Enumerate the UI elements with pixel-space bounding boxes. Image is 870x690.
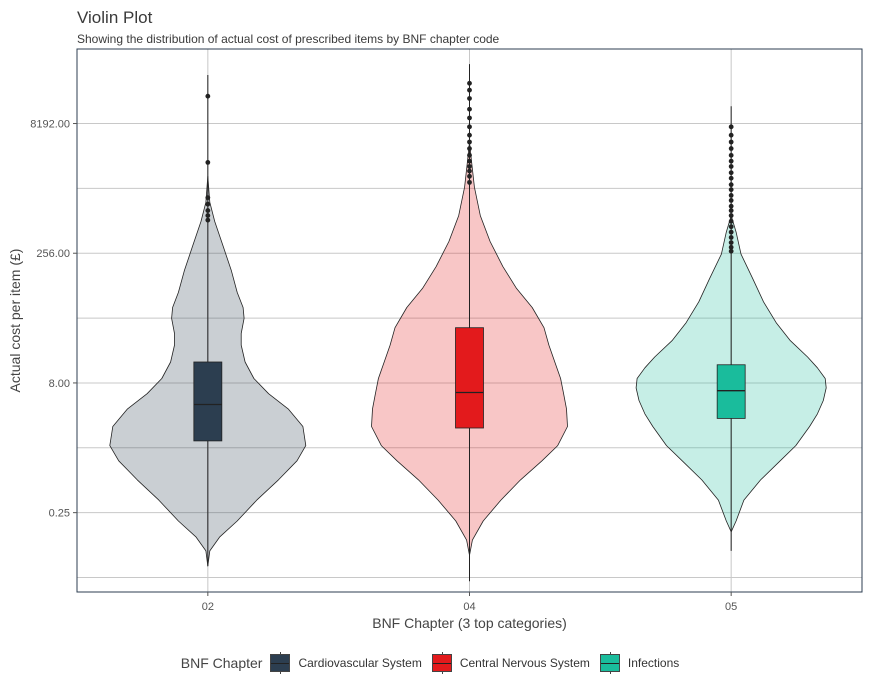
- legend-label-cardiovascular: Cardiovascular System: [298, 656, 422, 670]
- legend-label-infections: Infections: [627, 656, 680, 670]
- outlier-point-05: [728, 170, 734, 176]
- legend-item-central-nervous: Central Nervous System: [431, 652, 590, 674]
- y-tick-label: 256.00: [36, 248, 70, 260]
- outlier-point-04: [467, 106, 472, 112]
- outlier-point-02: [205, 201, 211, 207]
- outlier-point-04: [467, 158, 472, 164]
- outlier-point-05: [728, 152, 734, 158]
- box-layer: [193, 64, 746, 582]
- outlier-point-02: [205, 195, 211, 201]
- violin-plot: 0.25 8.00 256.00 8192.00 02 04 05 BNF Chapter…: [7, 48, 863, 631]
- x-tick-label: 02: [202, 601, 214, 613]
- legend-title: BNF Chapter: [180, 655, 263, 671]
- x-tick-label: 05: [725, 601, 737, 613]
- x-axis-ticks: 02 04 05: [202, 592, 737, 613]
- outlier-point-04: [467, 80, 472, 86]
- legend-item-infections: Infections: [599, 652, 680, 674]
- outlier-point-05: [728, 248, 734, 254]
- outlier-point-05: [728, 203, 734, 209]
- x-axis-title: BNF Chapter (3 top categories): [372, 615, 567, 631]
- outlier-point-04: [467, 96, 472, 101]
- outlier-point-05: [728, 224, 734, 230]
- y-tick-label: 8192.00: [30, 119, 70, 131]
- box-02: [193, 361, 223, 442]
- outlier-point-05: [728, 164, 734, 169]
- outlier-point-04: [467, 179, 472, 185]
- outlier-point-04: [467, 152, 472, 158]
- outlier-point-05: [728, 124, 734, 130]
- outlier-point-02: [205, 159, 211, 165]
- legend-item-cardiovascular: Cardiovascular System: [270, 652, 422, 674]
- box-05: [716, 364, 746, 419]
- y-tick-label: 0.25: [49, 508, 70, 520]
- y-axis-ticks: 0.25 8.00 256.00 8192.00: [30, 119, 77, 520]
- outlier-point-05: [728, 198, 734, 203]
- outlier-point-02: [205, 208, 211, 213]
- legend-label-central-nervous: Central Nervous System: [459, 656, 590, 670]
- outlier-point-05: [728, 193, 734, 198]
- chart-title: Violin Plot: [77, 8, 153, 27]
- outlier-point-04: [467, 87, 472, 93]
- chart-subtitle: Showing the distribution of actual cost …: [77, 32, 500, 46]
- outlier-point-04: [467, 115, 472, 121]
- outlier-point-05: [728, 240, 734, 246]
- outlier-point-05: [728, 182, 734, 188]
- outlier-point-04: [467, 132, 472, 138]
- outlier-point-05: [728, 235, 734, 240]
- outlier-point-04: [467, 168, 472, 174]
- legend-key-infections: [599, 652, 620, 674]
- outlier-point-05: [728, 213, 734, 218]
- outlier-point-05: [728, 208, 734, 213]
- outlier-point-04: [467, 139, 472, 145]
- outlier-point-02: [205, 217, 211, 223]
- outlier-point-05: [728, 229, 734, 235]
- outlier-point-05: [728, 146, 734, 151]
- y-axis-title: Actual cost per item (£): [7, 249, 23, 393]
- outlier-point-05: [728, 187, 734, 193]
- x-tick-label: 04: [463, 601, 475, 613]
- outlier-point-02: [205, 213, 211, 218]
- outlier-point-05: [728, 175, 734, 181]
- outlier-point-02: [205, 93, 211, 99]
- outlier-point-04: [467, 173, 472, 179]
- legend-key-central-nervous: [431, 652, 452, 674]
- outlier-point-04: [467, 146, 472, 151]
- box-04: [455, 327, 484, 429]
- y-tick-label: 8.00: [49, 378, 70, 390]
- outlier-point-05: [728, 139, 734, 145]
- outlier-point-05: [728, 244, 734, 250]
- outlier-point-05: [728, 132, 734, 138]
- legend-key-cardiovascular: [270, 652, 291, 674]
- outlier-point-04: [467, 164, 472, 169]
- legend: BNF Chapter Cardiovascular System Centra…: [0, 652, 870, 674]
- outlier-point-05: [728, 158, 734, 164]
- outlier-point-05: [728, 218, 734, 224]
- outlier-point-04: [467, 124, 472, 130]
